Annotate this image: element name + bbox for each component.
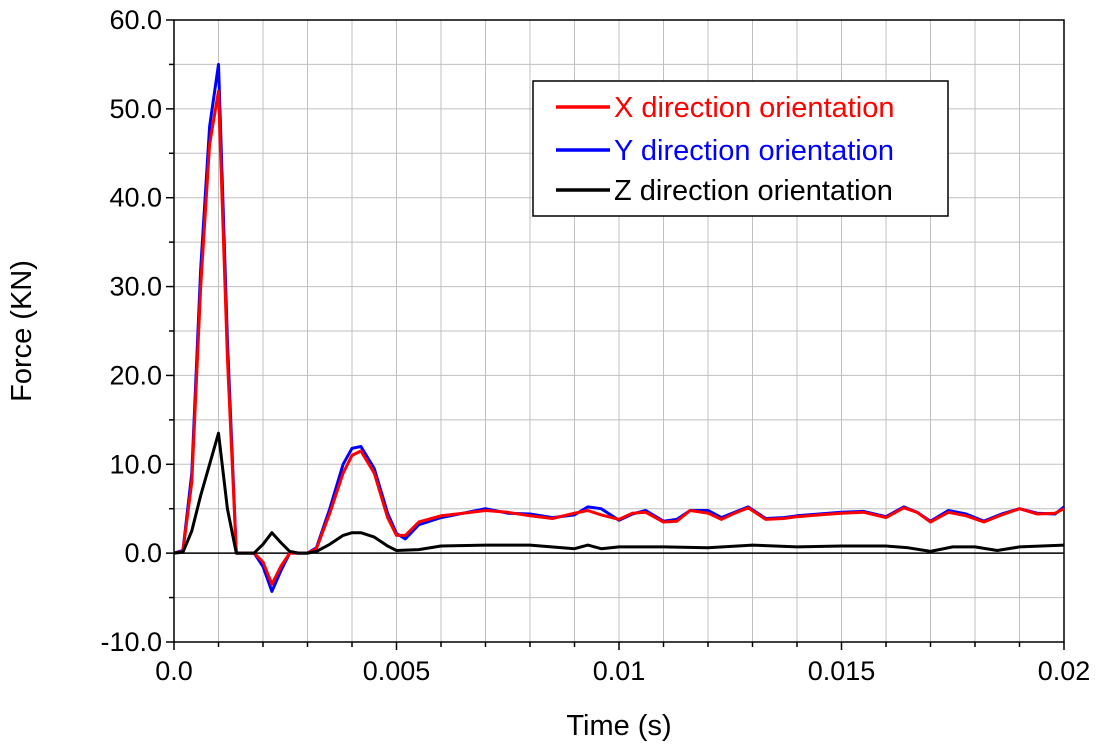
y-tick-label: 40.0 [109,183,162,213]
legend-label-y: Y direction orientation [614,135,894,167]
y-tick-label: -10.0 [100,627,162,657]
series-lines [173,62,1065,593]
legend: X direction orientation Y direction orie… [532,80,949,217]
x-axis-title: Time (s) [566,710,671,742]
x-tick-label: 0.015 [808,656,876,686]
x-tick-label: 0.0 [155,656,193,686]
y-tick-label: 60.0 [109,5,162,35]
plot-frame [173,19,1065,643]
x-tick-label: 0.02 [1038,656,1091,686]
y-axis-title: Force (KN) [6,260,38,402]
legend-label-x: X direction orientation [614,92,895,124]
y-tick-label: 20.0 [109,360,162,390]
legend-entry-z: Z direction orientation [556,175,893,207]
x-tick-label: 0.01 [593,656,646,686]
y-tick-label: 10.0 [109,449,162,479]
y-tick-label: 50.0 [109,94,162,124]
legend-entry-y: Y direction orientation [556,135,894,167]
legend-label-z: Z direction orientation [614,175,893,207]
y-tick-label: 30.0 [109,272,162,302]
x-tick-label: 0.005 [363,656,431,686]
series-line-z [173,431,1065,555]
x-tick-labels: 0.0 0.005 0.01 0.015 0.02 [155,656,1090,686]
axis-ticks [166,19,1065,650]
y-tick-labels: -10.0 0.0 10.0 20.0 30.0 40.0 50.0 60.0 [100,5,162,657]
legend-entry-x: X direction orientation [556,92,895,124]
series-line-x [173,89,1065,586]
y-tick-label: 0.0 [124,538,162,568]
